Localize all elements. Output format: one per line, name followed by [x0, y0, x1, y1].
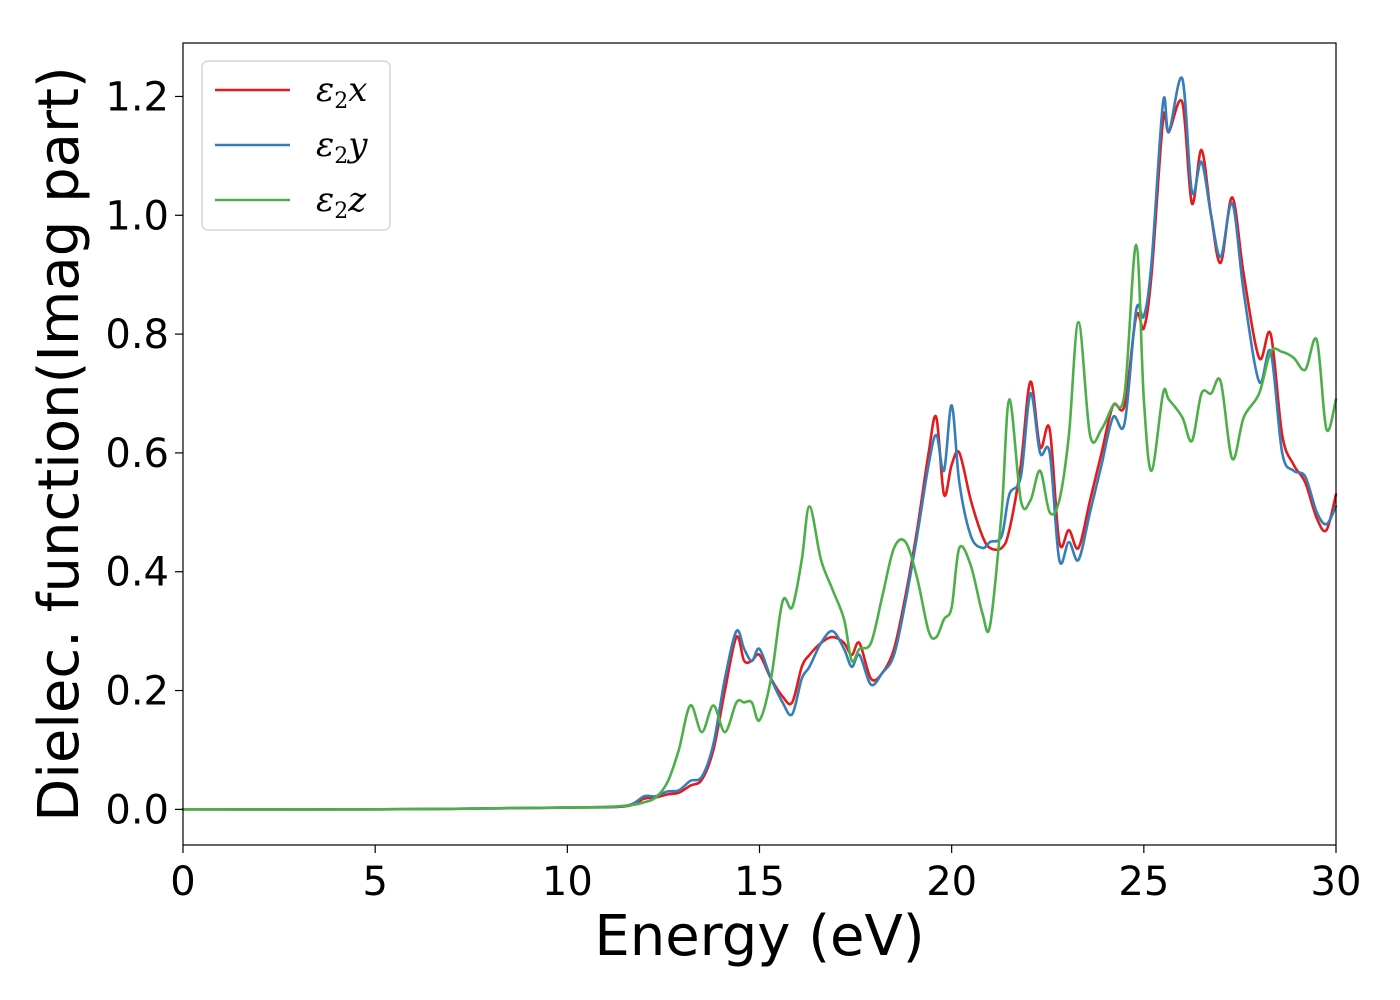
legend-label-y: ε2y [316, 125, 368, 169]
legend-label-z: ε2z [316, 180, 367, 224]
series-line-x [181, 98, 1338, 811]
y-axis-ticks: 0.0 0.2 0.4 0.6 0.8 1.0 1.2 [105, 74, 183, 833]
x-tick-label: 15 [734, 859, 785, 905]
legend-label-x: ε2x [316, 70, 367, 114]
y-tick-label: 0.6 [105, 431, 169, 477]
x-tick-label: 25 [1118, 859, 1169, 905]
x-tick-label: 30 [1311, 859, 1362, 905]
y-axis-label: Dielec. function(Imag part) [27, 66, 92, 822]
series-line-y [181, 76, 1338, 811]
y-tick-label: 0.4 [105, 550, 169, 596]
legend-box [201, 60, 391, 231]
x-tick-label: 20 [926, 859, 977, 905]
x-tick-label: 5 [362, 859, 387, 905]
x-axis-ticks: 0 5 10 15 20 25 30 [170, 845, 1361, 905]
x-axis-label: Energy (eV) [594, 904, 924, 969]
x-tick-label: 10 [542, 859, 593, 905]
x-tick-label: 0 [170, 859, 195, 905]
series-line-z [181, 243, 1338, 811]
legend: ε2x ε2y ε2z [201, 60, 391, 231]
y-tick-label: 0.0 [105, 787, 169, 833]
y-tick-label: 1.0 [105, 193, 169, 239]
plot-lines [181, 76, 1338, 811]
y-tick-label: 1.2 [105, 74, 169, 120]
y-tick-label: 0.2 [105, 669, 169, 715]
y-tick-label: 0.8 [105, 312, 169, 358]
